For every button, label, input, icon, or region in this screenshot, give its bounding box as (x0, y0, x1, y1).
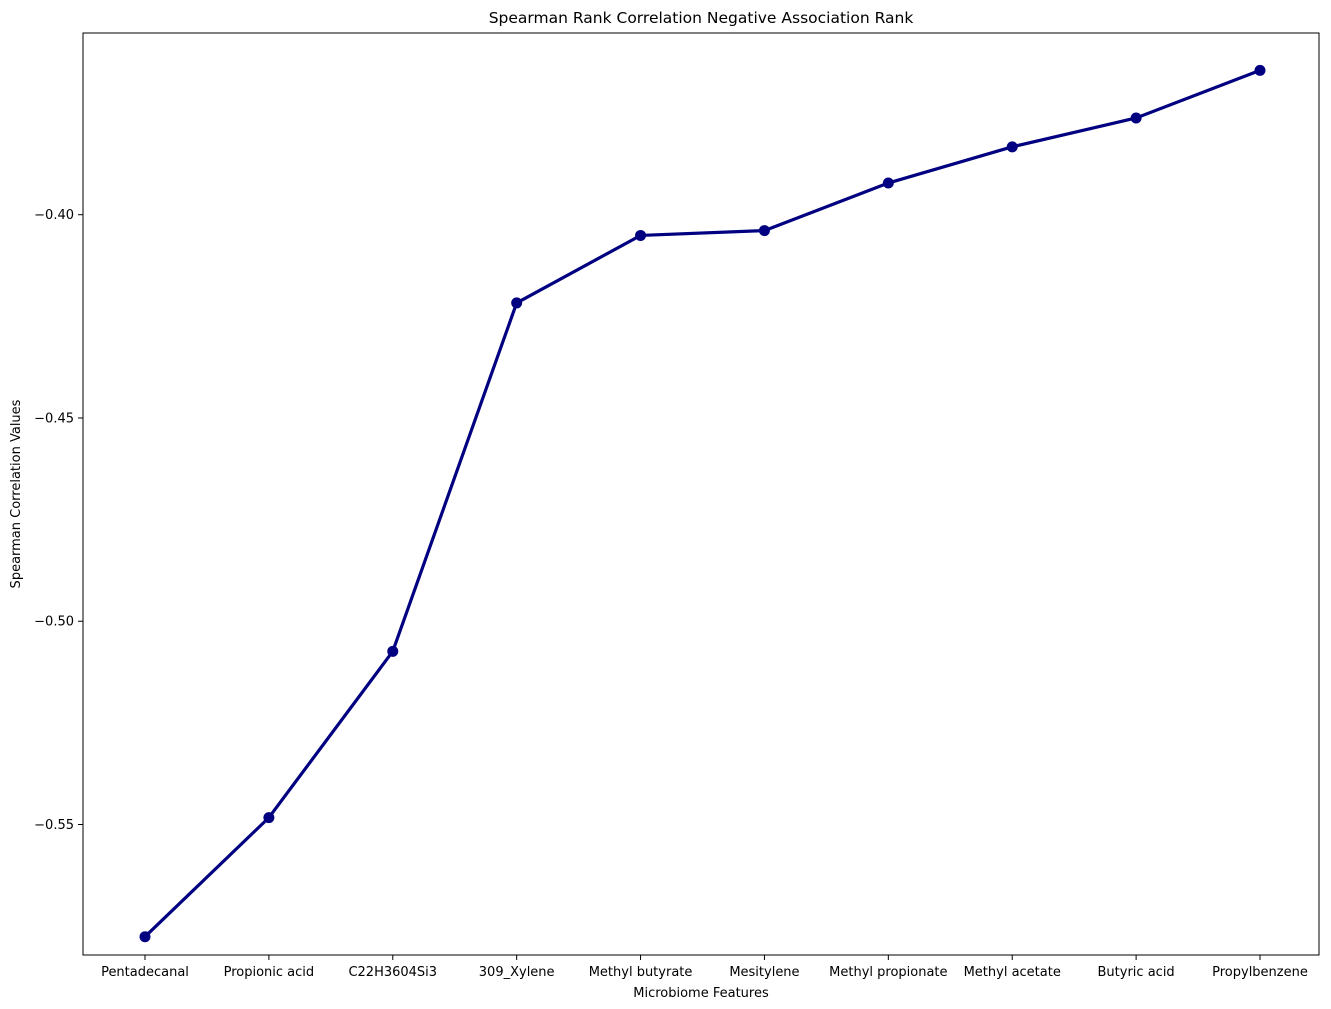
data-point[interactable] (139, 931, 151, 943)
x-tick-label: Butyric acid (1098, 965, 1175, 980)
series-line (143, 68, 1262, 939)
chart-title: Spearman Rank Correlation Negative Assoc… (489, 9, 914, 27)
data-point[interactable] (1254, 64, 1266, 76)
y-tick-label: −0.45 (34, 411, 74, 426)
data-point[interactable] (263, 812, 275, 824)
x-tick-label: Methyl propionate (829, 965, 947, 980)
data-point[interactable] (635, 229, 647, 241)
y-tick-label: −0.55 (34, 818, 74, 833)
data-point[interactable] (882, 177, 894, 189)
y-tick-label: −0.50 (34, 615, 74, 630)
x-axis-label: Microbiome Features (633, 986, 769, 1001)
x-tick-label: Propylbenzene (1212, 965, 1308, 980)
x-tick-label: Methyl butyrate (589, 965, 693, 980)
x-tick-label: Methyl acetate (964, 965, 1061, 980)
x-axis-ticks: Pentadecanal Propionic acid C22H3604Si3 309… (101, 955, 1308, 980)
y-tick-label: −0.40 (34, 208, 74, 223)
plot-area (139, 64, 1266, 943)
data-point[interactable] (758, 225, 770, 237)
x-tick-label: Propionic acid (224, 965, 315, 980)
x-tick-label: Pentadecanal (101, 965, 189, 980)
y-axis-ticks: −0.55 −0.50 −0.45 −0.40 (34, 208, 83, 833)
data-point[interactable] (1006, 141, 1018, 153)
x-tick-label: 309_Xylene (479, 965, 555, 980)
data-point[interactable] (511, 297, 523, 309)
data-point[interactable] (1130, 112, 1142, 124)
data-point[interactable] (387, 645, 399, 657)
x-tick-label: C22H3604Si3 (348, 965, 437, 980)
plot-frame (82, 32, 1320, 956)
y-axis-label: Spearman Correlation Values (9, 399, 24, 588)
x-tick-label: Mesitylene (729, 965, 799, 980)
